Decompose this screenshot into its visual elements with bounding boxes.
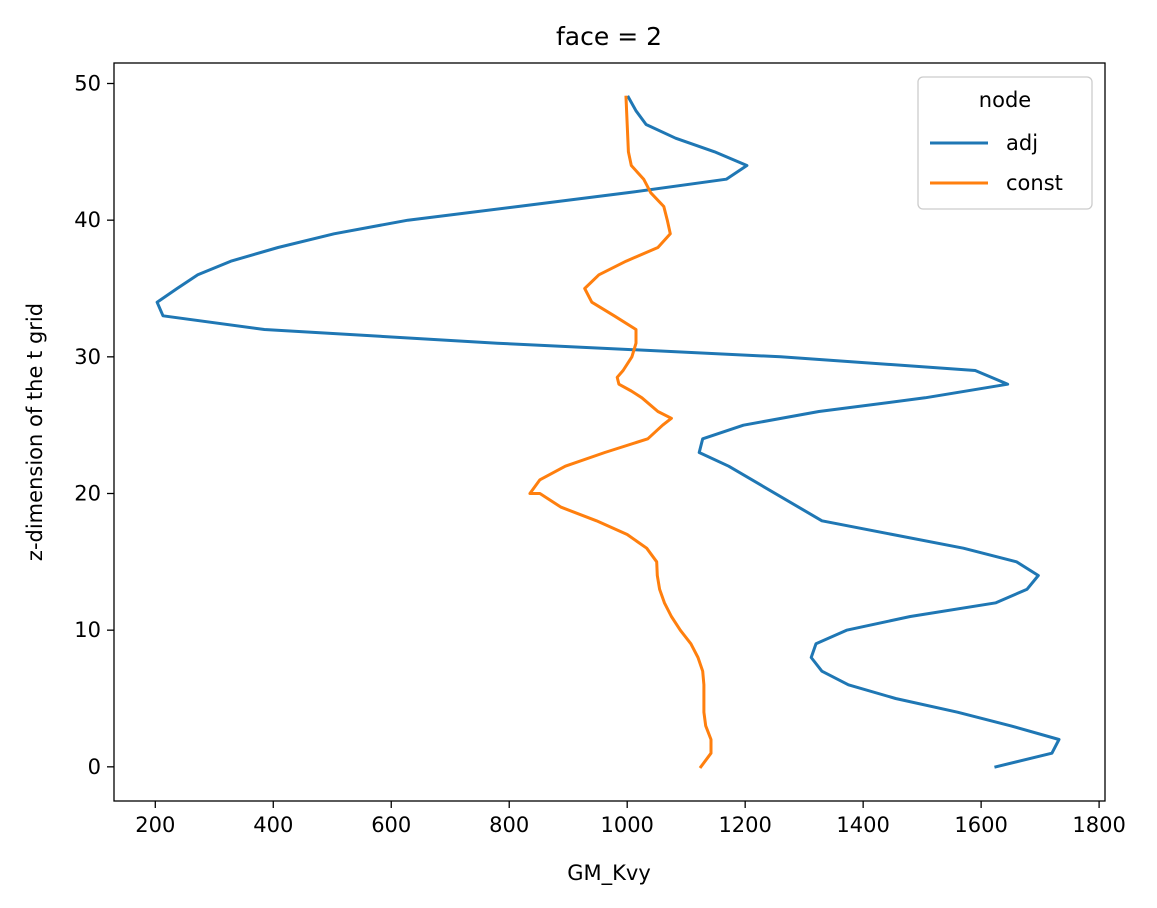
x-tick-label: 600 (371, 813, 411, 837)
chart-title: face = 2 (556, 22, 662, 51)
y-axis-label: z-dimension of the t grid (23, 303, 47, 561)
axes-frame (113, 62, 1106, 802)
x-tick-label: 1200 (718, 813, 771, 837)
y-tick-label: 10 (74, 618, 101, 642)
legend-box (917, 76, 1093, 210)
series-layer (155, 95, 1061, 769)
x-tick-label: 800 (489, 813, 529, 837)
legend-label-adj: adj (1006, 131, 1038, 155)
y-axis: 0 10 20 30 40 50 (74, 72, 114, 779)
y-tick-label: 30 (74, 345, 101, 369)
series-line-const (528, 95, 713, 769)
legend-title: node (979, 88, 1031, 112)
x-tick-label: 400 (253, 813, 293, 837)
legend: node adj const (917, 76, 1093, 210)
x-tick-label: 1400 (836, 813, 889, 837)
y-tick-label: 40 (74, 208, 101, 232)
x-tick-label: 200 (135, 813, 175, 837)
x-tick-label: 1000 (600, 813, 653, 837)
y-tick-label: 50 (74, 72, 101, 96)
legend-label-const: const (1006, 171, 1063, 195)
x-axis-label: GM_Kvy (567, 861, 651, 886)
y-tick-label: 20 (74, 482, 101, 506)
x-tick-label: 1800 (1072, 813, 1125, 837)
x-axis: 200 400 600 800 1000 1200 1400 1600 1800 (135, 801, 1126, 837)
series-line-adj (155, 95, 1061, 769)
y-tick-label: 0 (88, 755, 101, 779)
x-tick-label: 1600 (954, 813, 1007, 837)
